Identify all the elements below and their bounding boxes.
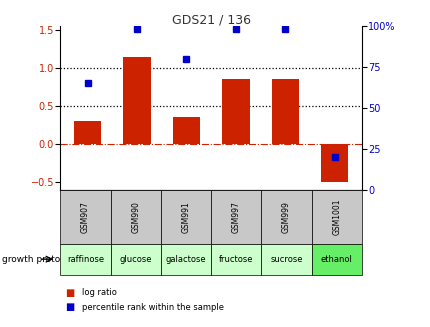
Text: log ratio: log ratio (82, 288, 117, 297)
Bar (271, 79, 298, 144)
Text: ethanol: ethanol (320, 255, 352, 264)
Text: ■: ■ (64, 302, 74, 312)
Text: fructose: fructose (218, 255, 253, 264)
Text: raffinose: raffinose (67, 255, 104, 264)
Text: GSM999: GSM999 (282, 201, 290, 232)
Text: sucrose: sucrose (270, 255, 302, 264)
Bar (74, 121, 101, 144)
Text: GSM990: GSM990 (131, 201, 140, 232)
Bar (320, 144, 347, 182)
Text: GSM997: GSM997 (231, 201, 240, 232)
Text: galactose: galactose (166, 255, 206, 264)
Text: GSM1001: GSM1001 (332, 198, 341, 235)
Text: GSM907: GSM907 (81, 201, 90, 232)
Bar (222, 79, 249, 144)
Text: GSM991: GSM991 (181, 201, 190, 232)
Text: GDS21 / 136: GDS21 / 136 (171, 13, 250, 26)
Bar (123, 57, 150, 144)
Bar (172, 117, 200, 144)
Text: percentile rank within the sample: percentile rank within the sample (82, 303, 223, 312)
Text: ■: ■ (64, 288, 74, 298)
Text: growth protocol: growth protocol (2, 255, 74, 264)
Text: glucose: glucose (119, 255, 152, 264)
